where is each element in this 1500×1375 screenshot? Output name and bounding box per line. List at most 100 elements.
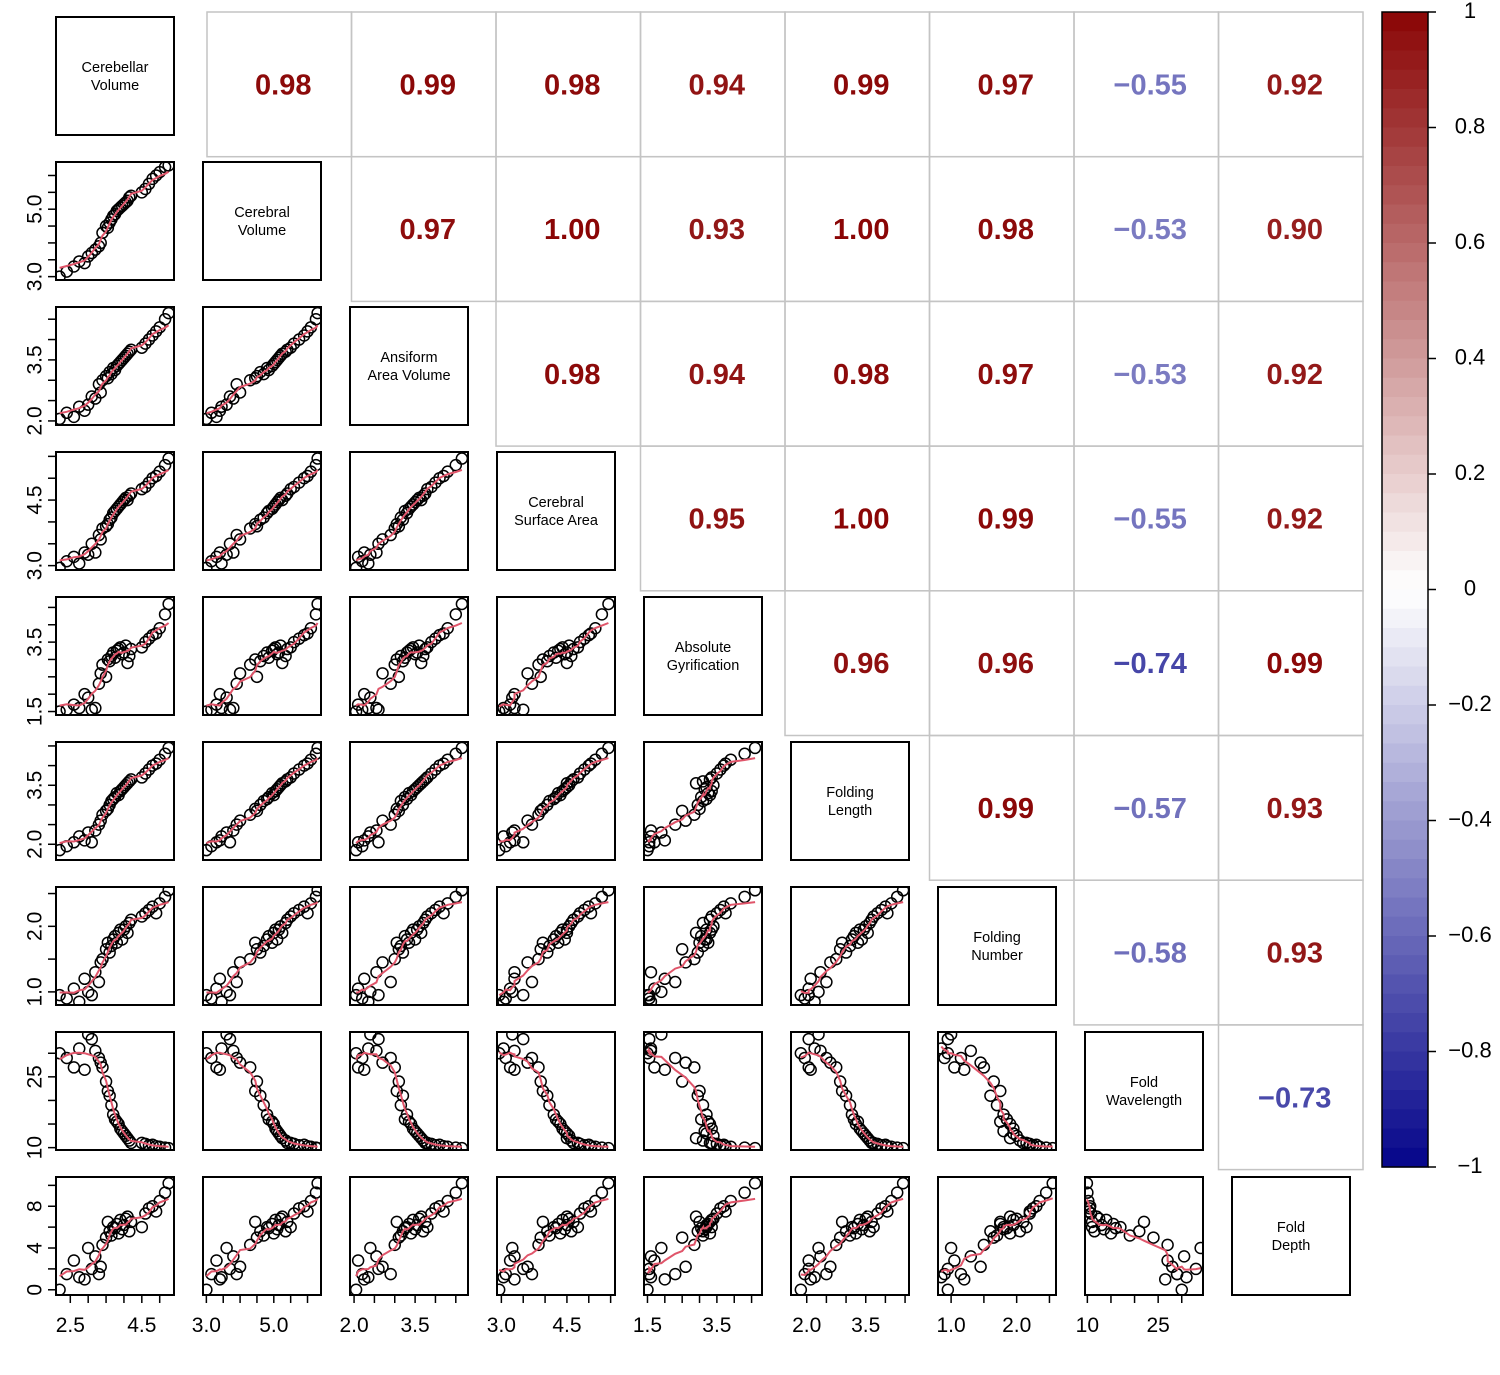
- data-point: [863, 1225, 876, 1238]
- variable-label: Depth: [1272, 1238, 1311, 1254]
- data-point: [92, 975, 106, 989]
- y-tick-label: 3.5: [24, 771, 47, 800]
- data-point: [425, 480, 438, 494]
- colorbar-segment: [1382, 243, 1428, 263]
- loess-fit-line: [206, 469, 319, 562]
- data-point: [139, 635, 152, 649]
- x-tick-label: 3.0: [487, 1314, 516, 1337]
- data-point: [701, 936, 715, 949]
- correlation-value: 0.94: [689, 69, 745, 101]
- data-point: [85, 1032, 99, 1046]
- data-point: [372, 703, 385, 715]
- data-point: [275, 656, 289, 670]
- data-point: [644, 836, 656, 849]
- data-point: [309, 1186, 321, 1199]
- correlation-value: 1.00: [833, 214, 889, 246]
- colorbar-segment: [1382, 108, 1428, 129]
- data-point: [689, 1131, 703, 1145]
- correlation-value: 0.99: [833, 69, 889, 101]
- data-point: [689, 1210, 703, 1223]
- colorbar-segment: [1382, 551, 1428, 571]
- data-point: [710, 906, 724, 920]
- colorbar-segment: [1382, 839, 1428, 860]
- loess-fit-line: [59, 170, 170, 269]
- data-point: [820, 1267, 833, 1281]
- data-point: [875, 903, 888, 917]
- data-point: [571, 1220, 585, 1234]
- x-tick-label: 2.0: [339, 1314, 368, 1337]
- data-point: [516, 703, 530, 715]
- data-point: [311, 597, 321, 611]
- data-point: [123, 489, 136, 502]
- loess-fit-line: [800, 1051, 904, 1148]
- data-point: [146, 172, 159, 186]
- y-tick-label: 8: [24, 1200, 47, 1212]
- data-point: [425, 767, 438, 780]
- data-point: [364, 548, 377, 561]
- data-point: [582, 628, 596, 642]
- correlation-value: 0.99: [978, 793, 1034, 825]
- data-point: [372, 988, 385, 1002]
- y-tick-label: 3.5: [24, 345, 47, 374]
- correlation-value: 0.92: [1267, 359, 1323, 391]
- data-point: [941, 1032, 955, 1046]
- data-point: [990, 1229, 1004, 1242]
- data-point: [250, 804, 264, 818]
- variable-label: Surface Area: [514, 513, 599, 529]
- data-point: [738, 1186, 751, 1199]
- data-point: [390, 1215, 404, 1229]
- data-point: [311, 307, 321, 320]
- scatter-panel-marks: [497, 742, 615, 857]
- data-point: [311, 742, 321, 755]
- colorbar-segment: [1382, 1128, 1428, 1149]
- data-point: [421, 910, 434, 923]
- loess-fit-line: [59, 1051, 169, 1148]
- colorbar-segment: [1382, 281, 1428, 302]
- data-point: [977, 1061, 991, 1074]
- data-point: [223, 988, 237, 1002]
- data-point: [72, 701, 86, 715]
- data-point: [896, 1177, 909, 1190]
- colorbar-segment: [1382, 570, 1428, 591]
- data-point: [121, 347, 134, 361]
- data-point: [227, 824, 240, 837]
- data-point: [60, 555, 73, 568]
- data-point: [543, 939, 556, 953]
- data-point: [92, 1267, 106, 1281]
- scatter-panel: [790, 886, 910, 1006]
- data-point: [521, 1056, 534, 1069]
- data-point: [284, 482, 297, 496]
- data-point: [402, 1115, 416, 1128]
- data-point: [698, 933, 711, 946]
- variable-label: Fold: [1130, 1075, 1158, 1091]
- x-tick-label: 2.0: [792, 1314, 821, 1337]
- data-point: [944, 1241, 958, 1255]
- data-point: [984, 1225, 997, 1238]
- data-point: [644, 824, 658, 837]
- diagonal-panel: [55, 16, 175, 136]
- data-point: [675, 943, 689, 956]
- colorbar-segment: [1382, 724, 1428, 745]
- data-point: [297, 471, 311, 485]
- colorbar-segment: [1382, 1147, 1428, 1168]
- data-point: [398, 790, 412, 804]
- x-tick-label: 3.5: [851, 1314, 880, 1337]
- diagonal-panel: [1084, 1031, 1204, 1151]
- data-point: [644, 1250, 658, 1263]
- scatter-panel-marks: [203, 307, 321, 425]
- loess-fit-line: [205, 1198, 319, 1277]
- loess-fit-line: [498, 1051, 609, 1148]
- data-point: [158, 1141, 172, 1150]
- data-point: [230, 1267, 243, 1281]
- data-point: [311, 1177, 321, 1190]
- data-point: [203, 1283, 213, 1295]
- correlation-value: 0.99: [1267, 648, 1323, 680]
- scatter-panel-marks: [56, 452, 174, 570]
- colorbar-segment: [1382, 89, 1428, 109]
- y-tick-label: 1.5: [24, 697, 47, 726]
- data-point: [521, 956, 534, 969]
- data-point: [376, 956, 389, 969]
- y-tick-label: 4.5: [24, 485, 47, 514]
- scatter-panel: [937, 1031, 1057, 1151]
- data-point: [703, 1215, 717, 1229]
